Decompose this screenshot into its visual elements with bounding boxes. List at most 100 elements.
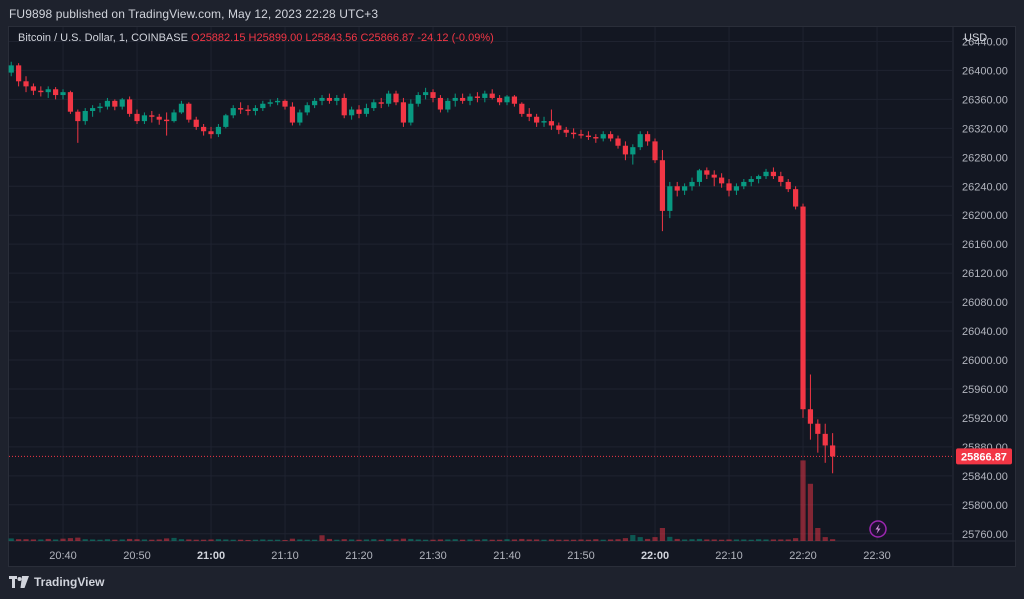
- candle-body[interactable]: [363, 108, 370, 114]
- candle-body[interactable]: [178, 103, 185, 113]
- candle-body[interactable]: [304, 105, 310, 113]
- candle-body[interactable]: [16, 65, 22, 82]
- candle-body[interactable]: [260, 103, 266, 109]
- candle-body[interactable]: [423, 92, 429, 96]
- candle-body[interactable]: [164, 119, 170, 122]
- candle-body[interactable]: [578, 134, 584, 136]
- candle-body[interactable]: [371, 102, 377, 109]
- candle-body[interactable]: [67, 92, 74, 112]
- candle-body[interactable]: [763, 171, 769, 177]
- candle-body[interactable]: [770, 171, 777, 177]
- candle-body[interactable]: [800, 206, 806, 410]
- candle-body[interactable]: [593, 137, 599, 139]
- candle-body[interactable]: [630, 147, 636, 155]
- candle-body[interactable]: [223, 115, 229, 127]
- candle-body[interactable]: [82, 110, 88, 122]
- candle-body[interactable]: [674, 186, 680, 191]
- candle-body[interactable]: [38, 90, 44, 93]
- candle-body[interactable]: [793, 189, 799, 207]
- candle-body[interactable]: [186, 103, 192, 120]
- candle-body[interactable]: [622, 145, 629, 155]
- candle-body[interactable]: [778, 176, 784, 182]
- candle-body[interactable]: [334, 97, 340, 101]
- candle-body[interactable]: [8, 65, 14, 73]
- candle-body[interactable]: [489, 93, 495, 98]
- candle-body[interactable]: [497, 97, 503, 103]
- candle-body[interactable]: [785, 181, 791, 190]
- candle-body[interactable]: [53, 89, 59, 96]
- candle-body[interactable]: [201, 126, 207, 132]
- candle-body[interactable]: [45, 89, 51, 93]
- candle-body[interactable]: [156, 116, 162, 120]
- candle-body[interactable]: [556, 125, 562, 130]
- candle-body[interactable]: [312, 100, 318, 106]
- candle-body[interactable]: [452, 97, 458, 101]
- candle-body[interactable]: [511, 96, 518, 104]
- candle-body[interactable]: [282, 100, 288, 107]
- candle-body[interactable]: [830, 445, 836, 457]
- candle-body[interactable]: [149, 115, 155, 117]
- chart-canvas[interactable]: 26440.00 26400.00 26360.00 26320.00 26280.00…: [0, 0, 1024, 567]
- candle-body[interactable]: [326, 97, 333, 101]
- candle-body[interactable]: [104, 100, 111, 107]
- candle-body[interactable]: [659, 160, 666, 211]
- candle-body[interactable]: [230, 108, 236, 116]
- candle-body[interactable]: [756, 176, 762, 180]
- candle-body[interactable]: [193, 119, 199, 127]
- candle-body[interactable]: [704, 170, 710, 175]
- candle-body[interactable]: [822, 433, 828, 446]
- candle-body[interactable]: [807, 409, 814, 424]
- candle-body[interactable]: [267, 102, 273, 104]
- candle-body[interactable]: [726, 183, 732, 191]
- candle-body[interactable]: [467, 96, 473, 101]
- candle-body[interactable]: [482, 93, 488, 98]
- candle-body[interactable]: [682, 186, 688, 191]
- candle-body[interactable]: [541, 121, 547, 123]
- candle-body[interactable]: [571, 132, 577, 135]
- candle-body[interactable]: [645, 134, 651, 142]
- candle-body[interactable]: [341, 97, 347, 116]
- candle-body[interactable]: [252, 108, 259, 111]
- candle-body[interactable]: [275, 100, 281, 103]
- candle-body[interactable]: [608, 134, 614, 139]
- candle-body[interactable]: [430, 92, 436, 98]
- candle-body[interactable]: [437, 97, 444, 110]
- candle-body[interactable]: [504, 96, 510, 103]
- candle-body[interactable]: [689, 181, 695, 187]
- candle-body[interactable]: [748, 179, 754, 182]
- candle-body[interactable]: [548, 121, 555, 126]
- candle-body[interactable]: [97, 106, 103, 109]
- candle-body[interactable]: [460, 97, 466, 101]
- candle-body[interactable]: [637, 134, 643, 148]
- candle-body[interactable]: [30, 86, 37, 91]
- candle-body[interactable]: [215, 126, 222, 135]
- candle-body[interactable]: [127, 99, 133, 114]
- candle-body[interactable]: [386, 93, 392, 104]
- candle-body[interactable]: [474, 96, 481, 98]
- candle-body[interactable]: [349, 109, 355, 116]
- candle-body[interactable]: [23, 81, 29, 87]
- candle-body[interactable]: [297, 112, 303, 123]
- candle-body[interactable]: [733, 186, 740, 191]
- candle-body[interactable]: [534, 116, 540, 123]
- candle-body[interactable]: [415, 95, 421, 104]
- candle-body[interactable]: [615, 138, 621, 146]
- candle-body[interactable]: [519, 103, 525, 114]
- candle-body[interactable]: [356, 109, 362, 114]
- candle-body[interactable]: [711, 174, 717, 178]
- candle-body[interactable]: [245, 109, 251, 111]
- candle-body[interactable]: [171, 112, 177, 122]
- candle-body[interactable]: [60, 92, 66, 96]
- candle-body[interactable]: [445, 100, 451, 110]
- candle-body[interactable]: [667, 186, 673, 211]
- candle-body[interactable]: [719, 177, 725, 184]
- candle-body[interactable]: [378, 102, 384, 104]
- candle-body[interactable]: [563, 129, 569, 133]
- candle-body[interactable]: [119, 99, 125, 107]
- candle-body[interactable]: [134, 113, 140, 122]
- candle-body[interactable]: [696, 170, 703, 182]
- candle-body[interactable]: [652, 141, 658, 161]
- candle-body[interactable]: [400, 102, 407, 123]
- candle-body[interactable]: [141, 115, 148, 122]
- candle-body[interactable]: [815, 423, 821, 434]
